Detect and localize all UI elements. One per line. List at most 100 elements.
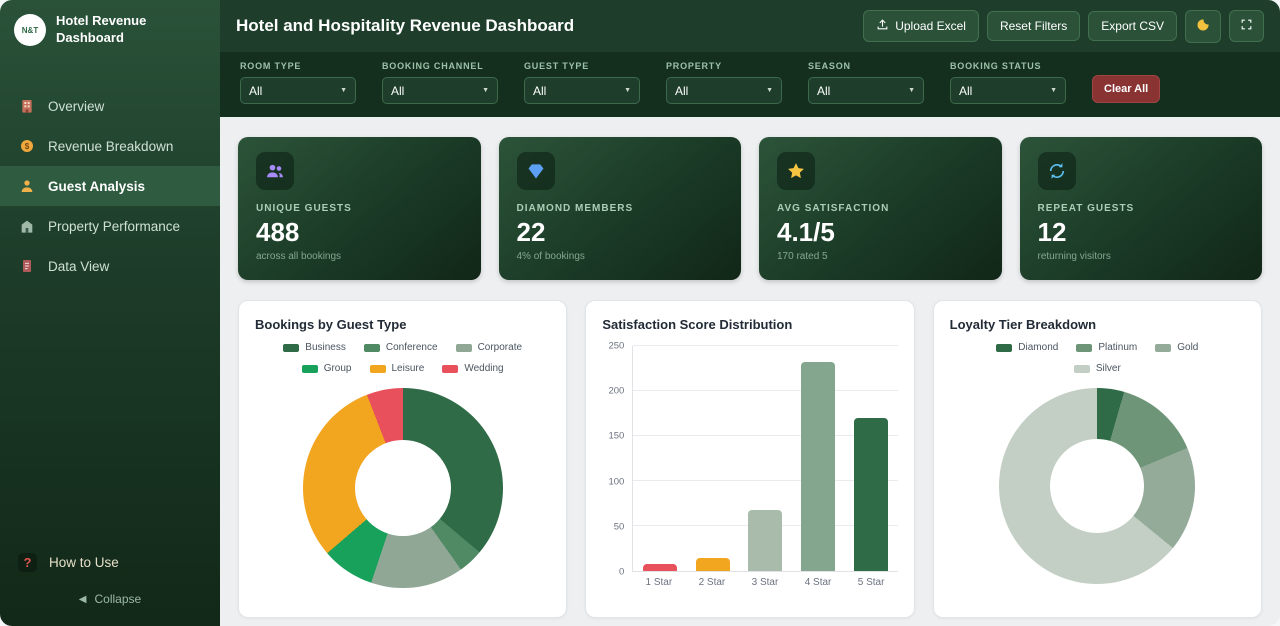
booking-channel-select[interactable]: All ▼ (382, 77, 498, 104)
bar-slot (792, 346, 845, 571)
upload-icon (876, 18, 889, 34)
x-axis-labels: 1 Star 2 Star 3 Star 4 Star 5 Star (632, 572, 897, 592)
fullscreen-button[interactable] (1229, 10, 1264, 42)
legend-swatch (302, 365, 318, 373)
bar-slot (686, 346, 739, 571)
app-window: N&T Hotel Revenue Dashboard Overview $ R… (0, 0, 1280, 626)
sidebar-item-revenue-breakdown[interactable]: $ Revenue Breakdown (0, 126, 220, 166)
coin-icon: $ (18, 137, 36, 155)
sidebar-item-label: Revenue Breakdown (48, 139, 173, 154)
bar-5-star (854, 418, 888, 571)
chart-loyalty-tier-breakdown: Loyalty Tier Breakdown Diamond Platinum … (933, 300, 1262, 618)
property-select[interactable]: All ▼ (666, 77, 782, 104)
sidebar-item-property-performance[interactable]: Property Performance (0, 206, 220, 246)
diamond-icon (517, 152, 555, 190)
filter-booking-status: BOOKING STATUS All ▼ (950, 61, 1066, 104)
legend-item: Group (302, 363, 352, 374)
kpi-diamond-members: DIAMOND MEMBERS 22 4% of bookings (499, 137, 742, 280)
filter-label: ROOM TYPE (240, 61, 356, 71)
collapse-sidebar-button[interactable]: ◀ Collapse (0, 582, 220, 616)
charts-row: Bookings by Guest Type Business Conferen… (238, 300, 1262, 618)
document-icon (18, 257, 36, 275)
chevron-down-icon: ▼ (340, 87, 347, 94)
upload-excel-button[interactable]: Upload Excel (863, 10, 979, 42)
how-to-use-label: How to Use (49, 555, 119, 570)
legend-swatch (1155, 344, 1171, 352)
clear-all-button[interactable]: Clear All (1092, 75, 1160, 103)
sidebar-item-overview[interactable]: Overview (0, 86, 220, 126)
legend-item: Leisure (370, 363, 425, 374)
logo-row: N&T Hotel Revenue Dashboard (0, 0, 220, 60)
bar-3-star (748, 510, 782, 571)
svg-text:$: $ (25, 142, 30, 151)
filter-label: BOOKING CHANNEL (382, 61, 498, 71)
kpi-subtext: across all bookings (256, 251, 463, 262)
kpi-label: AVG SATISFACTION (777, 203, 984, 214)
star-icon (777, 152, 815, 190)
y-axis-labels: 050100150200250 (602, 346, 632, 572)
selected-value: All (675, 84, 688, 98)
export-csv-button[interactable]: Export CSV (1088, 11, 1177, 41)
filter-room-type: ROOM TYPE All ▼ (240, 61, 356, 104)
bar-4-star (801, 362, 835, 571)
plot-area (632, 346, 897, 572)
theme-toggle-button[interactable] (1185, 10, 1221, 43)
dashboard-content: UNIQUE GUESTS 488 across all bookings DI… (220, 117, 1280, 626)
collapse-label: Collapse (95, 592, 142, 606)
kpi-label: REPEAT GUESTS (1038, 203, 1245, 214)
legend-swatch (1076, 344, 1092, 352)
filter-property: PROPERTY All ▼ (666, 61, 782, 104)
chart-legend: Group Leisure Wedding (255, 363, 550, 374)
page-title: Hotel and Hospitality Revenue Dashboard (236, 16, 574, 36)
filter-guest-type: GUEST TYPE All ▼ (524, 61, 640, 104)
legend-item: Diamond (996, 342, 1058, 353)
app-title: Hotel Revenue Dashboard (56, 13, 206, 47)
legend-swatch (1074, 365, 1090, 373)
filter-label: GUEST TYPE (524, 61, 640, 71)
export-csv-label: Export CSV (1101, 19, 1164, 33)
bar-2-star (696, 558, 730, 572)
sidebar-item-label: Data View (48, 259, 109, 274)
sidebar: N&T Hotel Revenue Dashboard Overview $ R… (0, 0, 220, 626)
filter-season: SEASON All ▼ (808, 61, 924, 104)
legend-swatch (996, 344, 1012, 352)
room-type-select[interactable]: All ▼ (240, 77, 356, 104)
kpi-value: 488 (256, 217, 463, 248)
legend-item: Platinum (1076, 342, 1137, 353)
chart-legend: Business Conference Corporate (255, 342, 550, 353)
sidebar-item-label: Overview (48, 99, 104, 114)
chart-bookings-by-guest-type: Bookings by Guest Type Business Conferen… (238, 300, 567, 618)
chevron-down-icon: ▼ (908, 87, 915, 94)
topbar: Hotel and Hospitality Revenue Dashboard … (220, 0, 1280, 52)
season-select[interactable]: All ▼ (808, 77, 924, 104)
legend-item: Silver (1074, 363, 1121, 374)
booking-status-select[interactable]: All ▼ (950, 77, 1066, 104)
sidebar-item-guest-analysis[interactable]: Guest Analysis (0, 166, 220, 206)
sidebar-nav: Overview $ Revenue Breakdown Guest Analy… (0, 86, 220, 286)
donut-wrap (950, 388, 1245, 584)
kpi-subtext: returning visitors (1038, 251, 1245, 262)
chart-title: Bookings by Guest Type (255, 317, 550, 332)
legend-swatch (364, 344, 380, 352)
sidebar-item-data-view[interactable]: Data View (0, 246, 220, 286)
logo: N&T (14, 14, 46, 46)
legend-item: Conference (364, 342, 438, 353)
chevron-down-icon: ▼ (482, 87, 489, 94)
satisfaction-bar-chart: 050100150200250 1 Star 2 (602, 346, 897, 592)
building-icon (18, 97, 36, 115)
legend-item: Gold (1155, 342, 1198, 353)
legend-swatch (456, 344, 472, 352)
sidebar-item-label: Property Performance (48, 219, 180, 234)
guest-type-select[interactable]: All ▼ (524, 77, 640, 104)
chart-title: Loyalty Tier Breakdown (950, 317, 1245, 332)
kpi-unique-guests: UNIQUE GUESTS 488 across all bookings (238, 137, 481, 280)
kpi-value: 4.1/5 (777, 217, 984, 248)
reset-filters-button[interactable]: Reset Filters (987, 11, 1080, 41)
hotel-icon (18, 217, 36, 235)
reset-filters-label: Reset Filters (1000, 19, 1067, 33)
loyalty-tier-donut-chart (999, 388, 1195, 584)
x-tick-label: 5 Star (845, 577, 898, 588)
filter-label: PROPERTY (666, 61, 782, 71)
chart-title: Satisfaction Score Distribution (602, 317, 897, 332)
how-to-use-button[interactable]: ? How to Use (0, 543, 220, 582)
